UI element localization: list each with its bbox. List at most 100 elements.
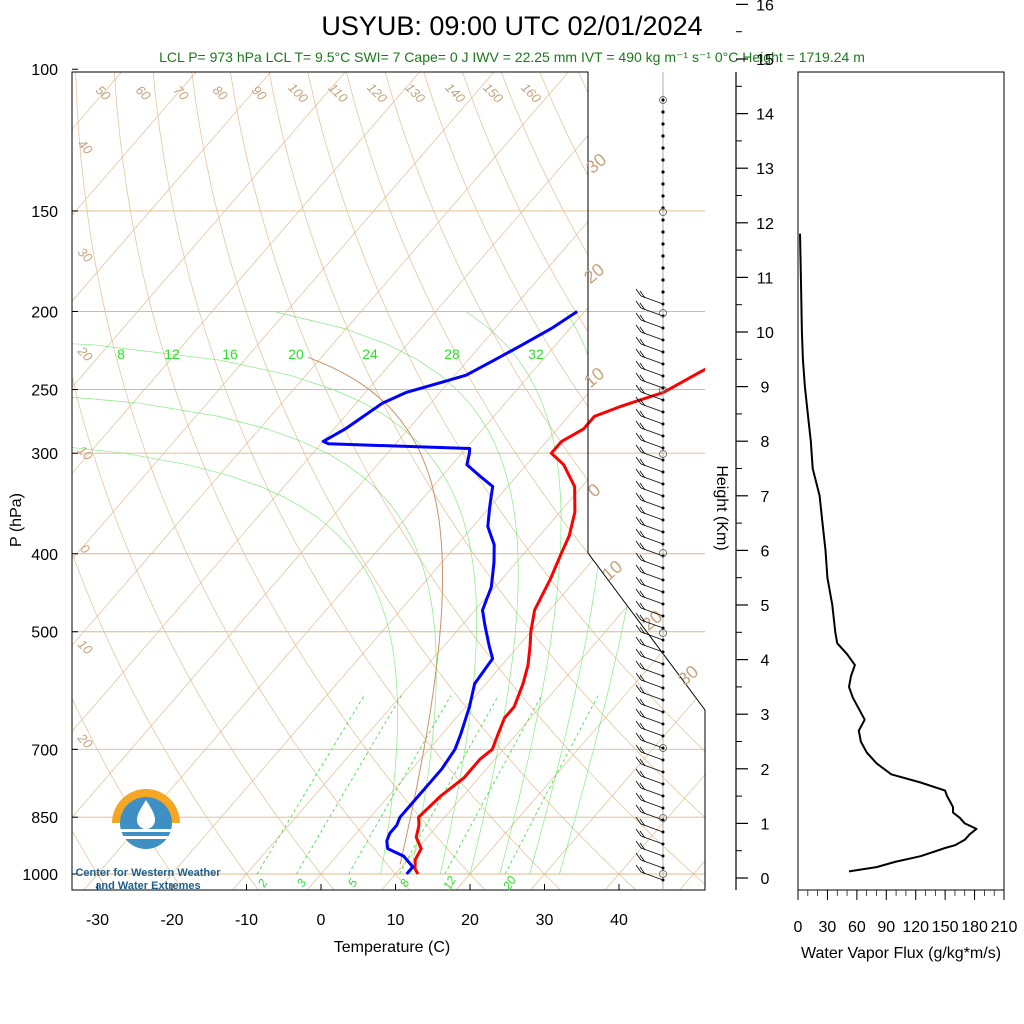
wind-barb <box>635 360 665 378</box>
height-tick-label: 0 <box>761 871 770 888</box>
dry-adiabat <box>770 69 1024 891</box>
barb-flag <box>635 792 642 801</box>
wind-barb <box>635 432 665 450</box>
barb-flag <box>639 686 646 695</box>
barb-dot <box>661 650 665 654</box>
barb-flag <box>635 468 642 477</box>
temperature-line <box>413 367 705 875</box>
mixing-ratio-label: 16 <box>222 346 238 362</box>
isotherm <box>72 72 423 890</box>
barb-dot <box>661 122 665 126</box>
dry-adiabat <box>692 72 705 890</box>
barb-flag <box>635 720 642 729</box>
barb-flag <box>639 302 646 311</box>
wind-barb <box>635 756 665 774</box>
barb-flag <box>635 564 642 573</box>
barb-dot <box>661 170 665 174</box>
barb-flag <box>635 408 642 417</box>
barb-dot <box>661 158 665 162</box>
barb-flag <box>639 458 646 467</box>
cw3e-logo: Center for Western Weather and Water Ext… <box>75 789 221 892</box>
barb-dot <box>661 362 665 366</box>
isotherm <box>529 72 705 890</box>
barb-flag <box>639 398 646 407</box>
barb-flag <box>635 696 642 705</box>
calm-circle <box>659 450 667 458</box>
moist-adiabat <box>72 311 477 875</box>
isotherm <box>156 72 705 890</box>
dry-adiabat <box>268 72 705 890</box>
x-tick-label: -20 <box>160 912 183 929</box>
height-tick-label: 6 <box>761 543 770 560</box>
barb-dot <box>661 542 665 546</box>
wind-barb <box>635 348 665 366</box>
mixing-ratio-line <box>256 695 365 875</box>
barb-dot <box>661 446 665 450</box>
dry-adiabat-label: 50 <box>93 82 114 103</box>
barb-dot <box>661 326 665 330</box>
barb-flag <box>635 624 642 633</box>
moist-adiabat <box>465 311 562 875</box>
barb-dot <box>661 290 665 294</box>
right-label: 10 <box>598 556 626 584</box>
right-label: 0 <box>584 480 605 502</box>
right-label: 30 <box>674 661 702 689</box>
wind-barb <box>635 612 665 630</box>
mixing-ratio-label: 12 <box>164 346 180 362</box>
barb-flag <box>635 684 642 693</box>
barb-flag <box>635 540 642 549</box>
barb-flag <box>635 324 642 333</box>
wind-barb <box>635 648 665 666</box>
barb-flag <box>635 660 642 669</box>
y-tick-label: 500 <box>31 625 58 642</box>
dry-adiabat-label: 130 <box>402 80 428 106</box>
barb-dot <box>661 698 665 702</box>
barb-flag <box>639 326 646 335</box>
barb-flag <box>635 348 642 357</box>
flux-x-tick-label: 90 <box>877 919 895 936</box>
barb-flag <box>639 290 646 299</box>
barb-flag <box>635 840 642 849</box>
wind-barb <box>635 840 665 858</box>
barb-flag <box>639 830 646 839</box>
parcel-path <box>307 356 444 865</box>
dry-adiabat <box>345 72 705 890</box>
height-tick-label: 7 <box>761 489 770 506</box>
y-tick-label: 150 <box>31 204 58 221</box>
flux-x-axis-label: Water Vapor Flux (g/kg*m/s) <box>801 945 1001 962</box>
chart-title: USYUB: 09:00 UTC 02/01/2024 <box>321 11 702 41</box>
calm-circle <box>659 309 667 317</box>
barb-flag <box>639 590 646 599</box>
isotherm-label: 10 <box>75 636 96 657</box>
x-tick-label: 40 <box>610 912 628 929</box>
barb-dot <box>661 266 665 270</box>
barb-flag <box>639 806 646 815</box>
barb-flag <box>639 734 646 743</box>
calm-circle <box>659 744 667 752</box>
wind-barb <box>635 732 665 750</box>
height-tick-label: 11 <box>757 270 774 287</box>
wind-barb <box>635 312 665 330</box>
barb-flag <box>639 722 646 731</box>
mixing-ratio-label: 24 <box>362 346 378 362</box>
skewt-frame <box>71 71 706 891</box>
moist-adiabat <box>0 403 408 874</box>
barb-dot <box>661 686 665 690</box>
barb-dot <box>661 782 665 786</box>
x-tick-label: -30 <box>86 912 109 929</box>
calm-circle <box>659 549 667 557</box>
wind-barb <box>635 396 665 414</box>
barb-flag <box>639 518 646 527</box>
barb-flag <box>635 300 642 309</box>
wind-barb <box>635 456 665 474</box>
barb-flag <box>635 360 642 369</box>
barb-flag <box>639 758 646 767</box>
barb-dot <box>661 506 665 510</box>
barb-dot <box>661 758 665 762</box>
barb-flag <box>639 602 646 611</box>
wind-barb <box>635 384 665 402</box>
wind-barb <box>635 720 665 738</box>
flux-x-tick-label: 180 <box>961 919 988 936</box>
wind-barb <box>635 780 665 798</box>
